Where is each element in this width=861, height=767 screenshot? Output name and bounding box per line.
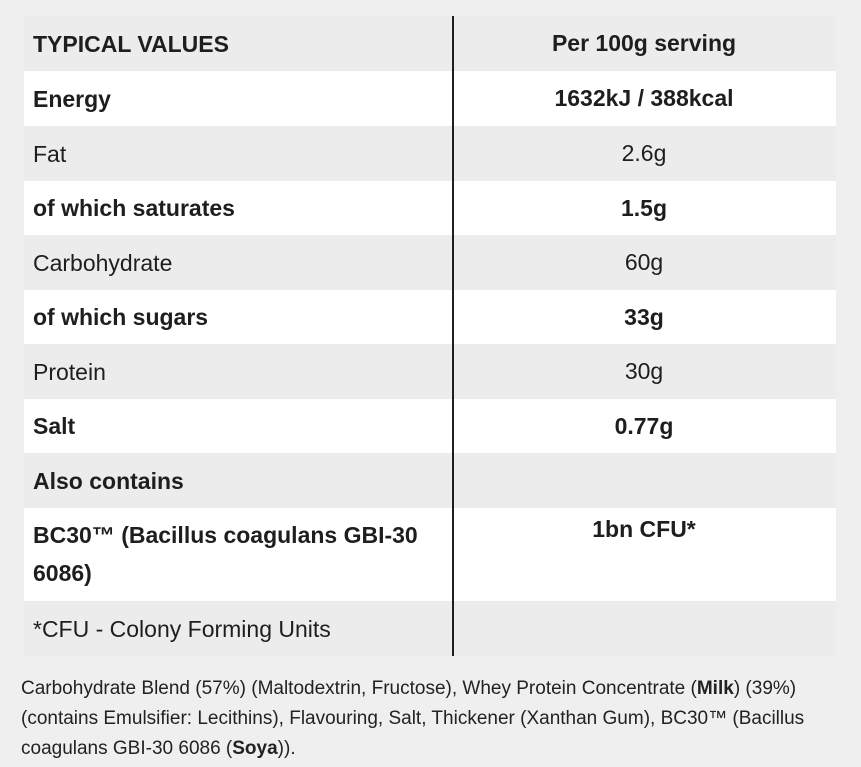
row-value: 60g: [624, 249, 664, 275]
row-label: Energy: [24, 71, 454, 126]
row-value: 30g: [624, 358, 664, 384]
ingredients-part-2: ) (39%) (contains Emulsifier: Lecithins)…: [21, 678, 805, 759]
allergen-soya: Soya: [232, 738, 278, 759]
row-value: 0.77g: [614, 412, 674, 439]
ingredients-part-3: )).: [277, 738, 296, 759]
row-label: Fat: [24, 126, 454, 181]
table-row: Also contains: [24, 453, 836, 508]
header-label: TYPICAL VALUES: [24, 16, 454, 71]
row-label: of which sugars: [24, 290, 454, 344]
row-label: Carbohydrate: [24, 235, 454, 290]
row-value: 1bn CFU*: [592, 516, 696, 542]
table-row: Salt 0.77g: [24, 399, 836, 453]
row-label: Protein: [24, 344, 454, 399]
row-label: Salt: [24, 399, 454, 453]
table-row: Fat 2.6g: [24, 126, 836, 181]
table-header-row: TYPICAL VALUES Per 100g serving: [24, 16, 836, 71]
table-row: Energy 1632kJ / 388kcal: [24, 71, 836, 126]
ingredients-part-1: Carbohydrate Blend (57%) (Maltodextrin, …: [21, 678, 697, 699]
row-label: Also contains: [24, 453, 454, 508]
row-value: 1632kJ / 388kcal: [554, 85, 734, 111]
nutrition-table: TYPICAL VALUES Per 100g serving Energy 1…: [24, 16, 836, 656]
row-label: BC30™ (Bacillus coagulans GBI-30 6086): [24, 508, 454, 601]
row-value: 1.5g: [620, 194, 668, 221]
row-value: 2.6g: [621, 140, 667, 166]
table-row: of which sugars 33g: [24, 290, 836, 344]
row-label: *CFU - Colony Forming Units: [24, 601, 454, 656]
table-row: BC30™ (Bacillus coagulans GBI-30 6086) 1…: [24, 508, 836, 601]
row-value: [454, 601, 834, 656]
row-label: of which saturates: [24, 181, 454, 235]
table-row: of which saturates 1.5g: [24, 181, 836, 235]
allergen-milk: Milk: [696, 678, 734, 699]
table-row: Protein 30g: [24, 344, 836, 399]
row-value: 33g: [624, 303, 664, 330]
ingredients-text: Carbohydrate Blend (57%) (Maltodextrin, …: [21, 674, 851, 764]
row-value: [454, 453, 834, 508]
header-value: Per 100g serving: [551, 30, 737, 56]
table-row: *CFU - Colony Forming Units: [24, 601, 836, 656]
table-row: Carbohydrate 60g: [24, 235, 836, 290]
